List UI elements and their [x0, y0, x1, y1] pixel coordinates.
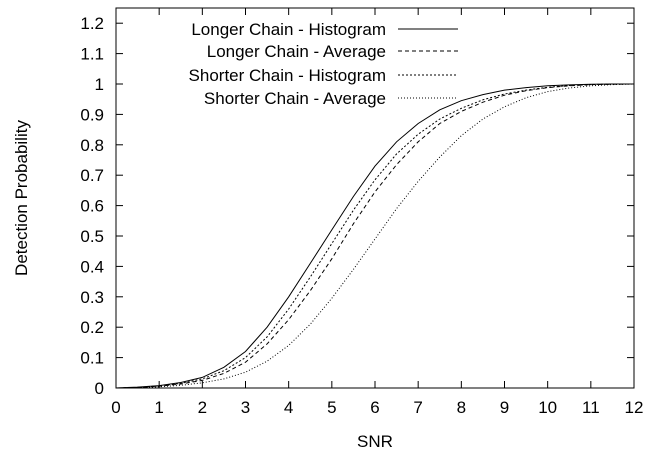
legend-label-4: Shorter Chain - Average [204, 89, 386, 108]
y-tick-labels: 0 0.1 0.2 0.3 0.4 0.5 0.6 0.7 0.8 0.9 1 1.1 1.2 [80, 14, 104, 398]
x-tick-label: 8 [457, 398, 466, 417]
x-axis-title: SNR [357, 432, 393, 451]
y-tick-label: 0.9 [80, 105, 104, 124]
x-tick-label: 12 [625, 398, 644, 417]
series-line-2 [115, 83, 635, 389]
x-tick-label: 10 [538, 398, 557, 417]
x-tick-label: 5 [327, 398, 336, 417]
series-line-4 [115, 83, 635, 389]
x-tick-label: 1 [154, 398, 163, 417]
series-line-3 [115, 83, 634, 389]
y-tick-label: 1.1 [80, 45, 104, 64]
y-tick-label: 1 [95, 75, 104, 94]
plot-frame [115, 7, 635, 389]
x-tick-label: 4 [284, 398, 293, 417]
x-tick-label: 0 [111, 398, 120, 417]
axis-ticks [115, 8, 635, 389]
y-tick-label: 0.4 [80, 257, 104, 276]
y-tick-label: 1.2 [80, 14, 104, 33]
x-tick-label: 2 [198, 398, 207, 417]
legend-label-3: Shorter Chain - Histogram [189, 66, 386, 85]
legend-label-2: Longer Chain - Average [207, 42, 386, 61]
x-tick-label: 11 [582, 398, 600, 417]
y-tick-label: 0.7 [80, 166, 104, 185]
y-tick-label: 0.5 [80, 227, 104, 246]
y-tick-label: 0.8 [80, 136, 104, 155]
y-tick-label: 0.6 [80, 197, 104, 216]
y-tick-label: 0.1 [80, 349, 104, 368]
y-tick-label: 0 [95, 379, 104, 398]
x-tick-label: 9 [500, 398, 509, 417]
y-tick-label: 0.2 [80, 318, 104, 337]
series-line-1 [115, 83, 634, 389]
y-axis-title: Detection Probability [12, 120, 31, 276]
x-tick-labels: 0 1 2 3 4 5 6 7 8 9 10 11 12 [111, 398, 643, 417]
y-tick-label: 0.3 [80, 288, 104, 307]
x-tick-label: 7 [413, 398, 422, 417]
x-tick-label: 3 [241, 398, 250, 417]
series-lines [115, 83, 635, 389]
legend: Longer Chain - Histogram Longer Chain - A… [189, 20, 458, 108]
legend-label-1: Longer Chain - Histogram [191, 20, 386, 39]
x-tick-label: 6 [370, 398, 379, 417]
